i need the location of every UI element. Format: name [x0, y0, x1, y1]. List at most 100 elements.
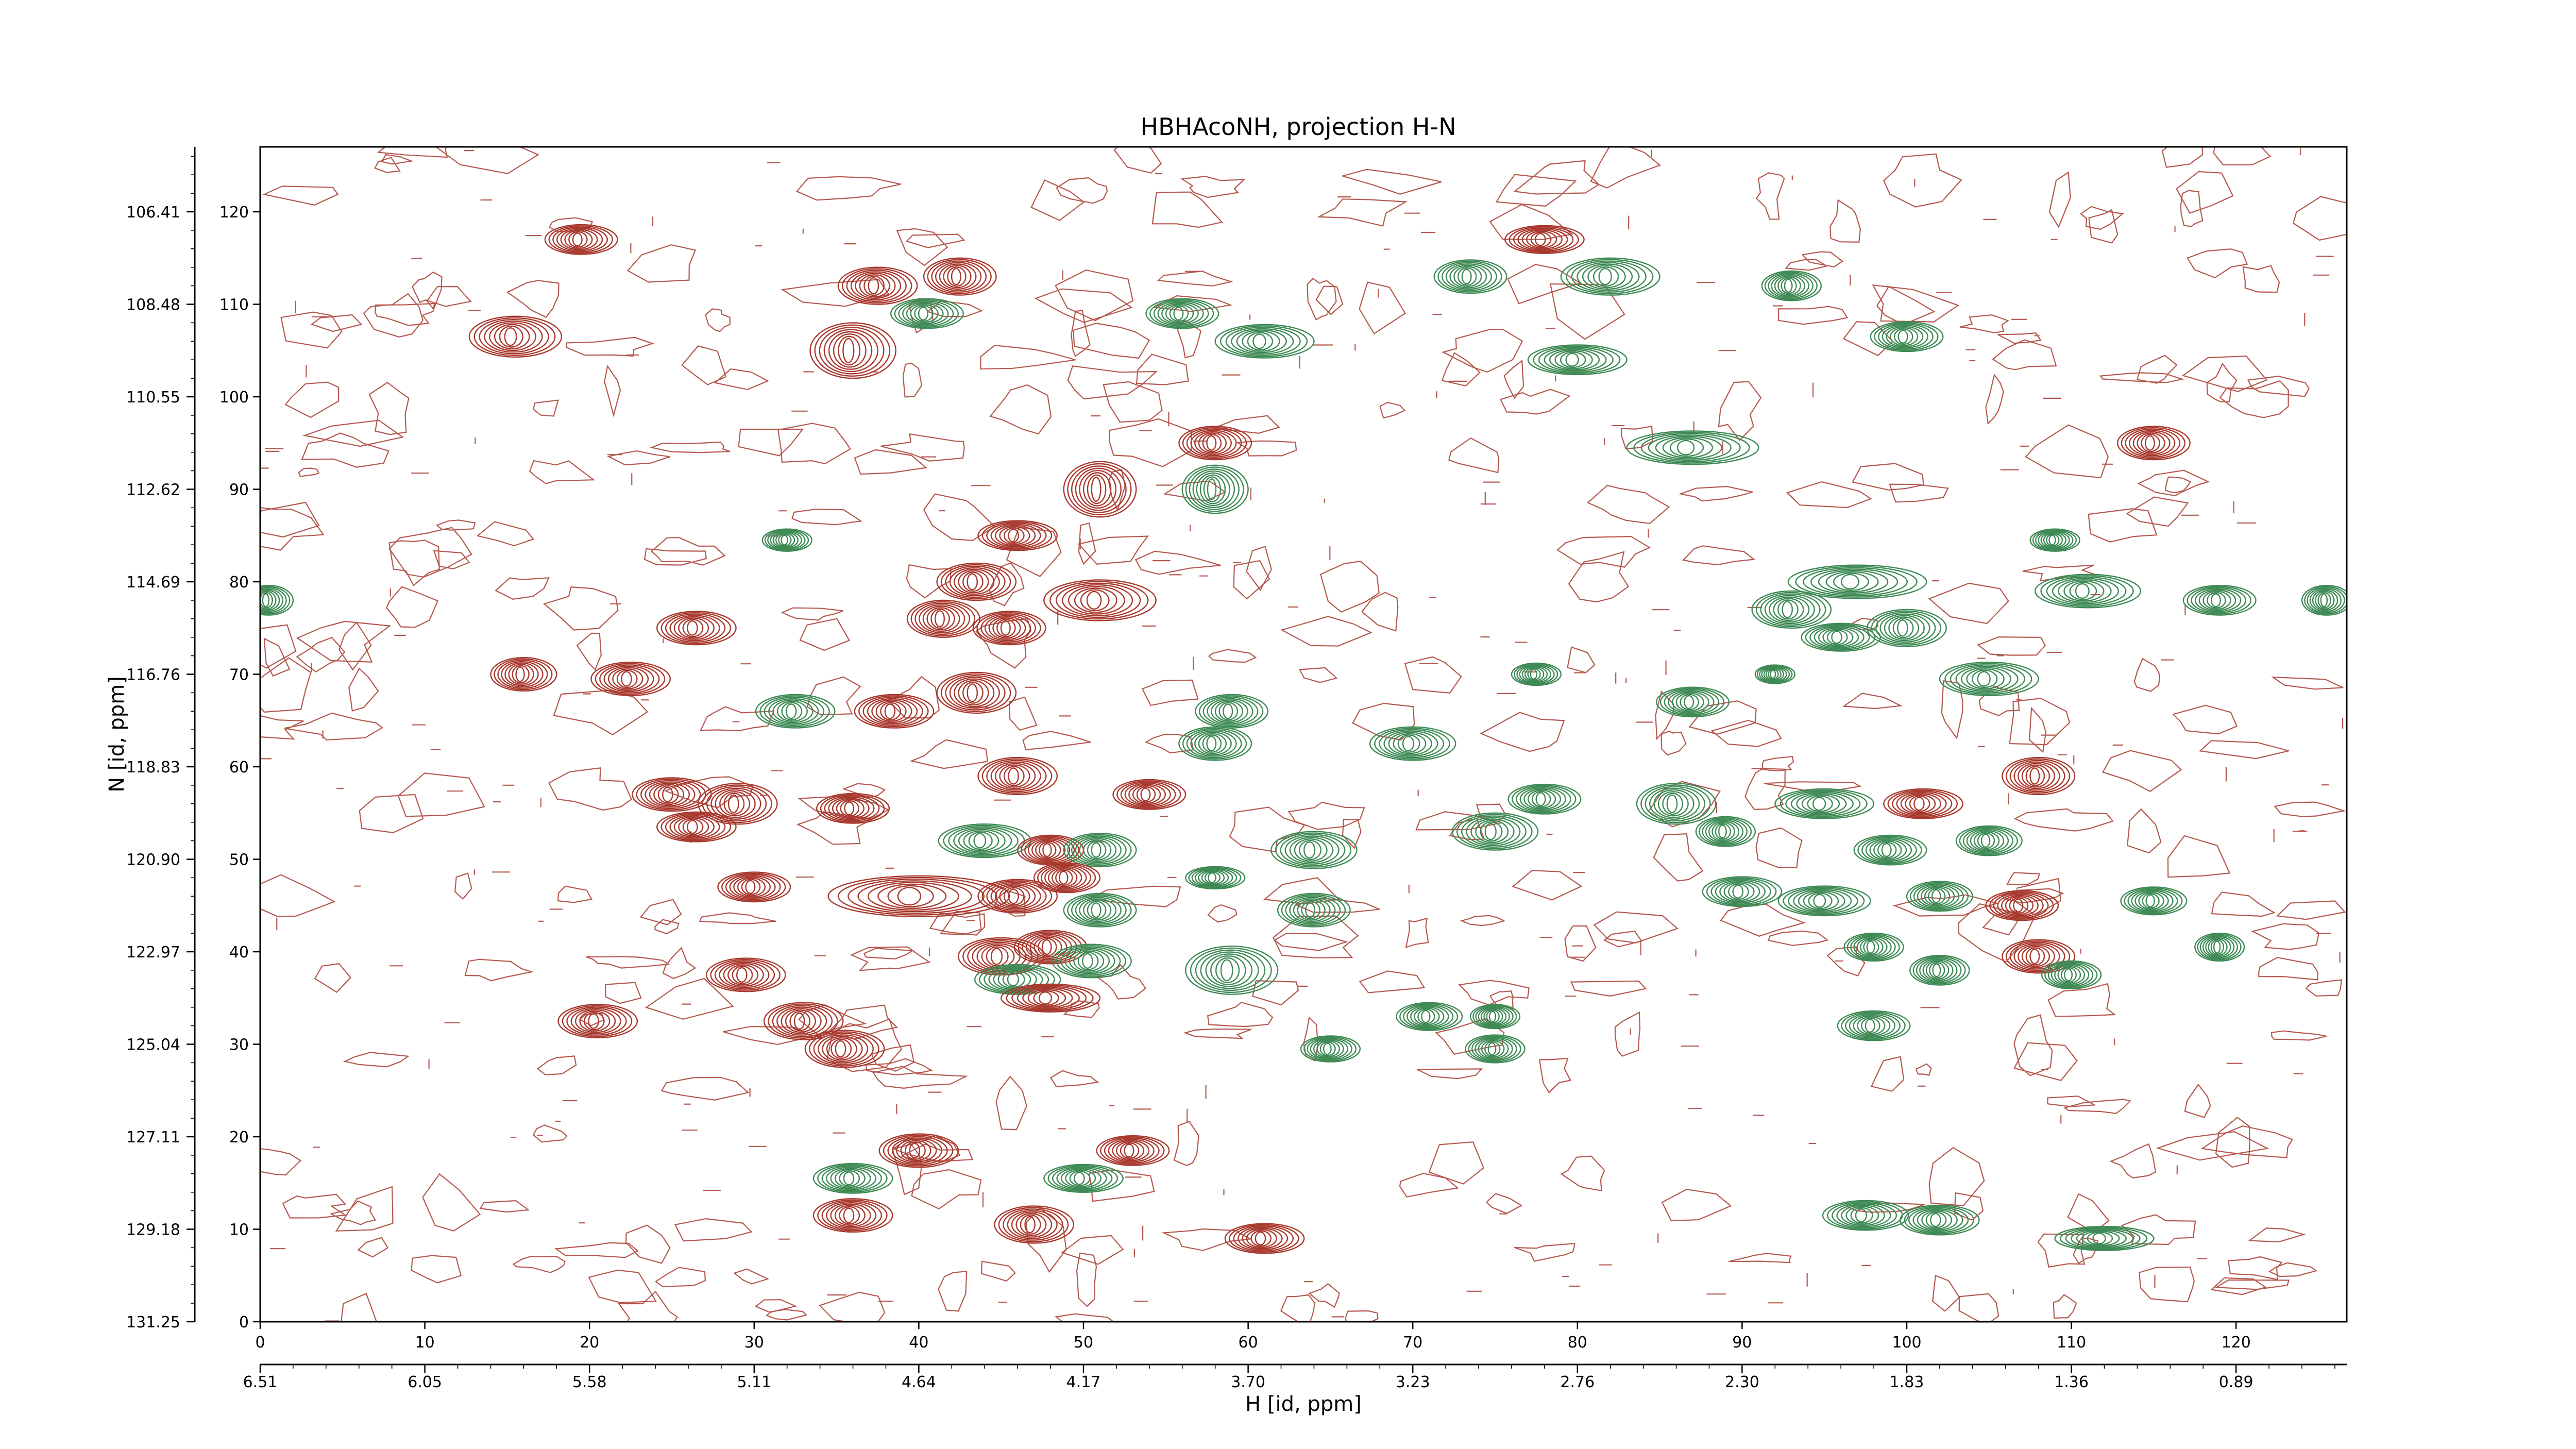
peak-contour-level [986, 760, 1047, 793]
peak-contour-level [2063, 580, 2105, 602]
peak-contour-level [1856, 937, 1888, 957]
noise-contour [388, 540, 440, 586]
peak-contour-level [1832, 1202, 1897, 1228]
peak-contour-level [905, 1141, 926, 1160]
noise-contour [302, 419, 404, 447]
peak-contour-level [980, 613, 1037, 643]
peak-contour-level [1399, 1003, 1459, 1030]
peak-contour-level [979, 965, 1055, 994]
noise-contour [1660, 730, 1687, 756]
peak-contour-level [1882, 325, 1928, 349]
noise-contour [902, 362, 923, 398]
peak-contour-level [1849, 1014, 1896, 1038]
peak-contour-level [868, 277, 879, 295]
noise-contour [1682, 545, 1755, 566]
peak-contour-level [1887, 789, 1958, 818]
peak-contour-level [1985, 890, 2059, 921]
y-ppm-tick-label: 112.62 [126, 481, 180, 499]
noise-contour [2028, 706, 2047, 753]
peak-contour-level [2018, 944, 2055, 968]
peak-contour-level [817, 1164, 888, 1193]
y-index-tick-label: 50 [229, 851, 249, 869]
x-ppm-axis: 6.51 6.05 5.58 5.11 4.64 4.17 3.70 3.23 2.76 2.30… [243, 1364, 2335, 1391]
peak-contour-level [717, 871, 791, 903]
peak-contour-level [548, 225, 613, 254]
peak-contour-level [1003, 527, 1025, 544]
peak-contour-level [992, 617, 1021, 639]
peak-contour-level [1922, 959, 1954, 981]
peak-contour-level [1020, 1214, 1041, 1235]
peak-contour-level [1008, 528, 1019, 543]
peak-contour-level [1920, 885, 1955, 907]
peak-contour-level [1478, 1006, 1511, 1026]
noise-contour [1054, 1313, 1114, 1322]
peak-contour-level [1449, 264, 1487, 289]
peak-contour-level [1067, 894, 1132, 926]
peak-contour-level [825, 1202, 877, 1229]
peak-contour-level [1465, 1034, 1526, 1064]
peak-contour-level [2005, 758, 2071, 794]
noise-contour [654, 919, 680, 935]
noise-contour [850, 946, 931, 971]
peak-contour-level [2040, 575, 2134, 607]
peak-contour-level [1056, 1167, 1107, 1190]
peak-contour-level [2202, 591, 2231, 610]
negative-peak [2194, 932, 2245, 962]
peak-contour-level [1270, 831, 1358, 869]
peak-contour-level [1874, 322, 1939, 351]
noise-contour [2219, 380, 2289, 418]
negative-peak [1396, 1002, 1463, 1031]
peak-contour-level [817, 1199, 888, 1232]
peak-contour-level [1768, 273, 1814, 299]
x-ppm-tick-label: 6.05 [408, 1373, 442, 1391]
y-ppm-axis: 131.25 129.18 127.11 125.04 122.97 120.90 118.… [126, 156, 195, 1332]
noise-contour [2167, 835, 2231, 878]
peak-contour-level [1178, 426, 1252, 461]
noise-contour [1590, 147, 1662, 189]
peak-contour-level [1231, 328, 1294, 355]
peak-contour-level [1653, 789, 1694, 818]
noise-contour [818, 1291, 886, 1322]
peak-contour-level [2075, 583, 2090, 599]
peak-contour-level [1507, 783, 1582, 815]
peak-contour-level [2021, 946, 2050, 967]
peak-contour-level [1785, 790, 1861, 817]
peak-contour-level [843, 1171, 855, 1186]
peak-contour-level [2138, 892, 2164, 910]
peak-contour-level [2129, 430, 2176, 457]
peak-contour-level [616, 669, 638, 688]
noise-contour [777, 423, 851, 464]
peak-contour-level [1402, 735, 1415, 752]
noise-contour [1415, 811, 1502, 831]
peak-contour-level [931, 260, 987, 293]
peak-contour-level [1161, 302, 1199, 325]
peak-contour-level [1784, 278, 1793, 293]
peak-contour-level [1003, 1208, 1063, 1241]
peak-contour-level [2050, 964, 2090, 986]
x-ppm-tick-label: 2.30 [1725, 1373, 1759, 1391]
peak-contour-level [998, 1207, 1069, 1242]
peak-contour-level [260, 588, 283, 612]
peak-contour-level [804, 1030, 885, 1068]
peak-contour-level [1087, 840, 1107, 860]
peak-contour-level [2064, 968, 2073, 982]
peak-contour-level [1031, 839, 1066, 861]
positive-peak [816, 793, 890, 824]
negative-peak [1369, 726, 1456, 761]
x-index-tick-label: 30 [744, 1334, 764, 1352]
peak-contour-level [2029, 767, 2040, 785]
peak-contour-level [1195, 949, 1266, 991]
noise-contour [1538, 1057, 1571, 1093]
negative-peak [1451, 812, 1539, 851]
negative-peak [1906, 881, 1974, 912]
peak-contour-level [1051, 868, 1078, 887]
peak-contour-level [1783, 886, 1865, 915]
negative-peak [938, 823, 1031, 858]
noise-contour [363, 293, 424, 338]
noise-contour [1500, 389, 1571, 415]
peak-contour-level [1959, 826, 2018, 855]
peak-contour-level [776, 700, 808, 722]
noise-contour [543, 586, 619, 631]
peak-contour-level [990, 524, 1041, 548]
peak-contour-level [1252, 333, 1266, 349]
